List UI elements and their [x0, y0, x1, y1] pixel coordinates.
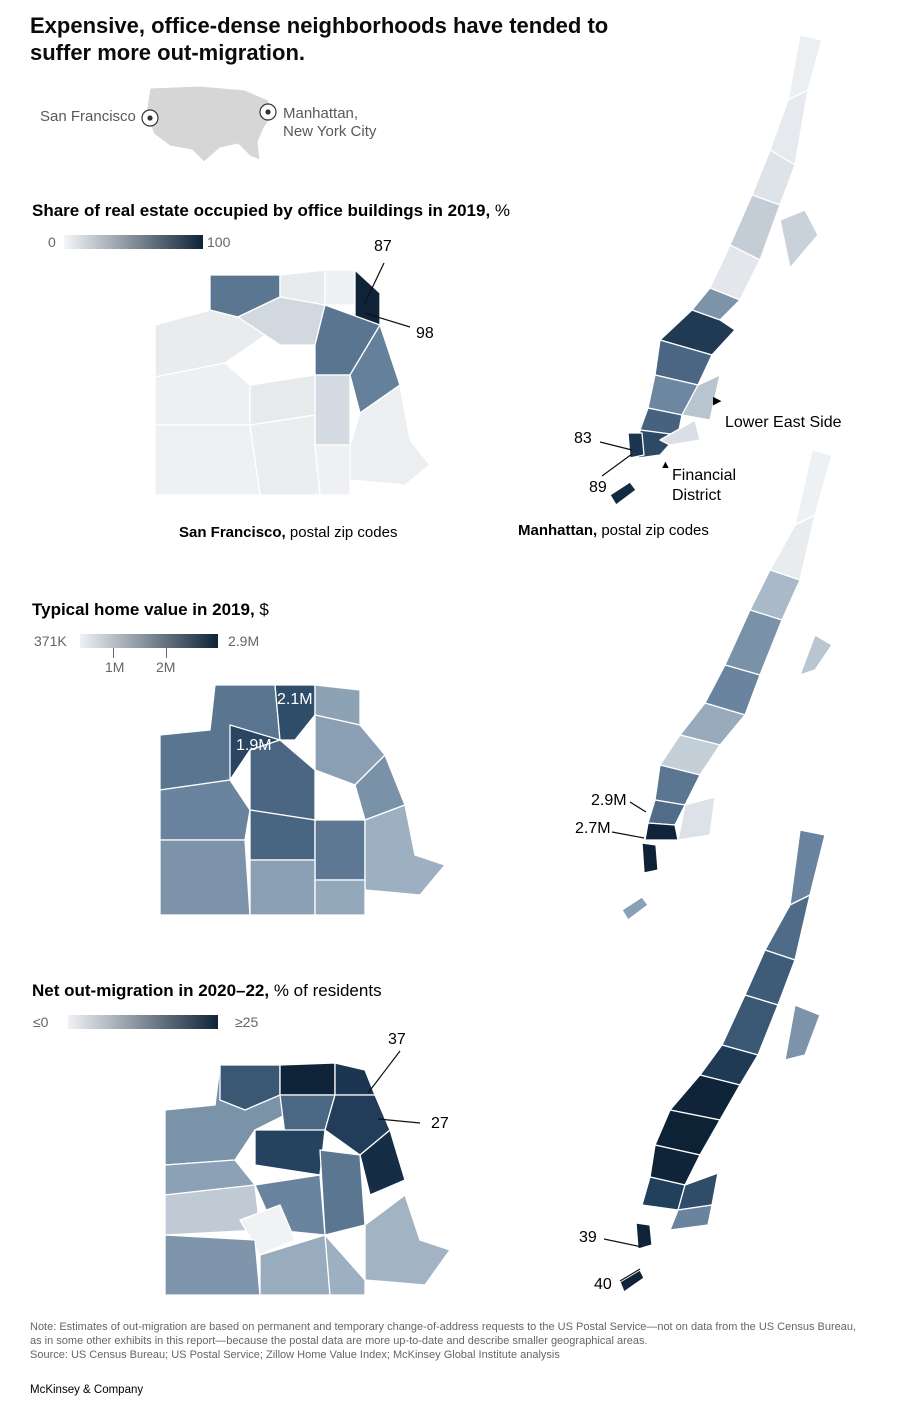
panel1-scale-max: 100 [207, 234, 231, 250]
panel2-color-scale [80, 634, 218, 648]
page-title: Expensive, office-dense neighborhoods ha… [30, 13, 609, 65]
sf-callout-2-1m: 2.1M [277, 691, 313, 708]
place-lower-east-side: Lower East Side [725, 414, 842, 431]
brand-logo-text: McKinsey & Company [30, 1384, 144, 1396]
panel3-scale-min: ≤0 [33, 1014, 49, 1030]
us-outline [145, 85, 274, 163]
panel2-tick-label-1m: 1M [105, 659, 125, 675]
manhattan-map-out-migration [619, 829, 826, 1293]
panel2-tick-1m [113, 648, 114, 658]
locator-ny-label-2: New York City [283, 123, 377, 140]
manhattan-map-home-value [621, 449, 833, 921]
mh-caption: Manhattan, postal zip codes [518, 522, 709, 539]
mh-callout-89: 89 [589, 479, 607, 496]
panel1-title: Share of real estate occupied by office … [32, 201, 511, 220]
footnote: Note: Estimates of out-migration are bas… [30, 1320, 865, 1362]
panel2-tick-2m [166, 648, 167, 658]
note-text: Note: Estimates of out-migration are bas… [30, 1321, 857, 1347]
locator-sf-label: San Francisco [40, 108, 136, 125]
mh-callout-40: 40 [594, 1276, 612, 1293]
us-locator-map [141, 85, 277, 163]
sf-map-office-share [154, 269, 431, 496]
panel2-scale-max: 2.9M [228, 633, 260, 649]
sf-callout-1-9m: 1.9M [236, 737, 272, 754]
sf-callout-98: 98 [416, 325, 434, 342]
mh-callout-39: 39 [579, 1229, 597, 1246]
panel3-title: Net out-migration in 2020–22, % of resid… [32, 981, 382, 1000]
panel3-scale-max: ≥25 [235, 1014, 259, 1030]
mh-callout-2-9m: 2.9M [591, 792, 627, 809]
place-district: District [672, 487, 721, 504]
panel2-title: Typical home value in 2019, $ [32, 600, 269, 619]
sf-callout-37: 37 [388, 1031, 406, 1048]
panel1-scale-min: 0 [48, 234, 56, 250]
manhattan-map-office-share [609, 34, 823, 506]
fd-arrow: ▲ [660, 459, 671, 471]
sf-callout-27: 27 [431, 1115, 449, 1132]
sf-callout-87: 87 [374, 238, 392, 255]
mh-callout-83: 83 [574, 430, 592, 447]
locator-ny-label-1: Manhattan, [283, 105, 359, 122]
mh-callout-lines-p1 [599, 441, 633, 477]
sf-map-home-value [159, 684, 446, 916]
sf-map-out-migration [164, 1062, 451, 1296]
panel1-color-scale [64, 235, 203, 249]
sf-caption: San Francisco, postal zip codes [179, 524, 398, 541]
source-text: Source: US Census Bureau; US Postal Serv… [30, 1349, 560, 1361]
panel2-scale-min: 371K [34, 633, 67, 649]
mh-callout-lines-p3 [603, 1238, 643, 1282]
sf-callout-lines-p1 [363, 262, 411, 328]
panel2-tick-label-2m: 2M [156, 659, 176, 675]
les-arrow: ▶ [713, 395, 722, 407]
place-financial: Financial [672, 467, 737, 484]
mh-callout-lines-p2 [611, 801, 647, 839]
panel3-color-scale [68, 1015, 218, 1029]
mh-callout-2-7m: 2.7M [575, 820, 611, 837]
sf-callout-lines-p3 [367, 1050, 421, 1124]
